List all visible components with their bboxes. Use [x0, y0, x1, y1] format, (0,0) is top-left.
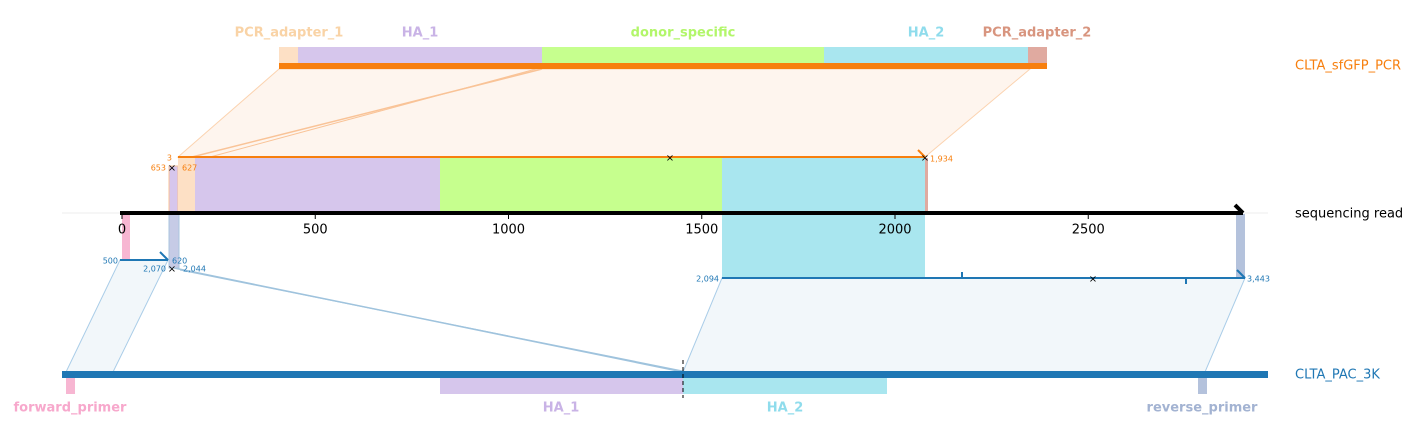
feature-label: PCR_adapter_1	[235, 26, 344, 41]
cut-mark: ×	[666, 153, 674, 164]
feature-label: HA_2	[908, 26, 945, 41]
feature-label: forward_primer	[14, 401, 128, 416]
read-arrow	[1233, 203, 1245, 215]
coord-label: 2,044	[183, 265, 206, 274]
feature	[279, 47, 298, 63]
aligned-block	[722, 158, 925, 213]
aligned-block	[122, 214, 130, 260]
aligned-block	[722, 214, 925, 278]
alignment-arrow	[917, 149, 926, 158]
feature	[1198, 378, 1207, 394]
cut-mark: ×	[168, 264, 176, 275]
tick-label: 500	[303, 223, 328, 238]
feature-label: HA_2	[767, 401, 804, 416]
tick-label: 2000	[878, 223, 911, 238]
feature-label: reverse_primer	[1147, 401, 1259, 416]
tick-label: 0	[118, 223, 126, 238]
mapping-line	[179, 269, 684, 372]
coord-label: 3	[167, 154, 172, 163]
tick-label: 2500	[1072, 223, 1105, 238]
alignment-arrow	[159, 251, 169, 261]
mapping-region	[65, 259, 169, 373]
feature	[1028, 47, 1047, 63]
feature-label: HA_1	[402, 26, 439, 41]
mapping-line	[183, 68, 537, 165]
mapping-region	[682, 277, 1246, 373]
feature-label: PCR_adapter_2	[983, 26, 1092, 41]
cut-mark: ×	[168, 163, 176, 174]
feature	[683, 378, 887, 394]
feature-label: donor_specific	[631, 26, 736, 41]
feature	[542, 47, 824, 63]
tick-label: 1500	[685, 223, 718, 238]
aligned-block	[178, 158, 195, 213]
track-label: CLTA_sfGFP_PCR	[1295, 59, 1401, 74]
aligned-block	[195, 158, 440, 213]
aligned-block	[440, 158, 722, 213]
reference-line	[279, 63, 1047, 69]
mapping-region	[176, 68, 1032, 158]
aligned-block	[1236, 214, 1245, 278]
coord-label: 620	[172, 257, 187, 266]
feature	[440, 378, 683, 394]
coord-label: 653	[151, 164, 166, 173]
target-line	[62, 371, 1268, 378]
read-axis: 0 500 1000 1500 2000 2500	[118, 213, 1105, 238]
coord-label: 2,094	[696, 275, 719, 284]
feature	[66, 378, 75, 394]
cut-mark: ×	[1089, 274, 1097, 285]
coord-label: 2,070	[143, 265, 166, 274]
coord-label: 500	[103, 257, 118, 266]
feature	[298, 47, 542, 63]
track-label: sequencing read	[1295, 207, 1403, 222]
cut-mark: ×	[921, 153, 929, 164]
aligned-block	[925, 158, 928, 213]
feature-label: HA_1	[543, 401, 580, 416]
coord-label: 627	[182, 164, 197, 173]
coord-label: 3,443	[1247, 275, 1270, 284]
alignment-arrow	[1236, 269, 1246, 279]
coord-label: 1,934	[930, 155, 953, 164]
tick-label: 1000	[492, 223, 525, 238]
feature	[824, 47, 1028, 63]
track-label: CLTA_PAC_3K	[1295, 368, 1380, 383]
